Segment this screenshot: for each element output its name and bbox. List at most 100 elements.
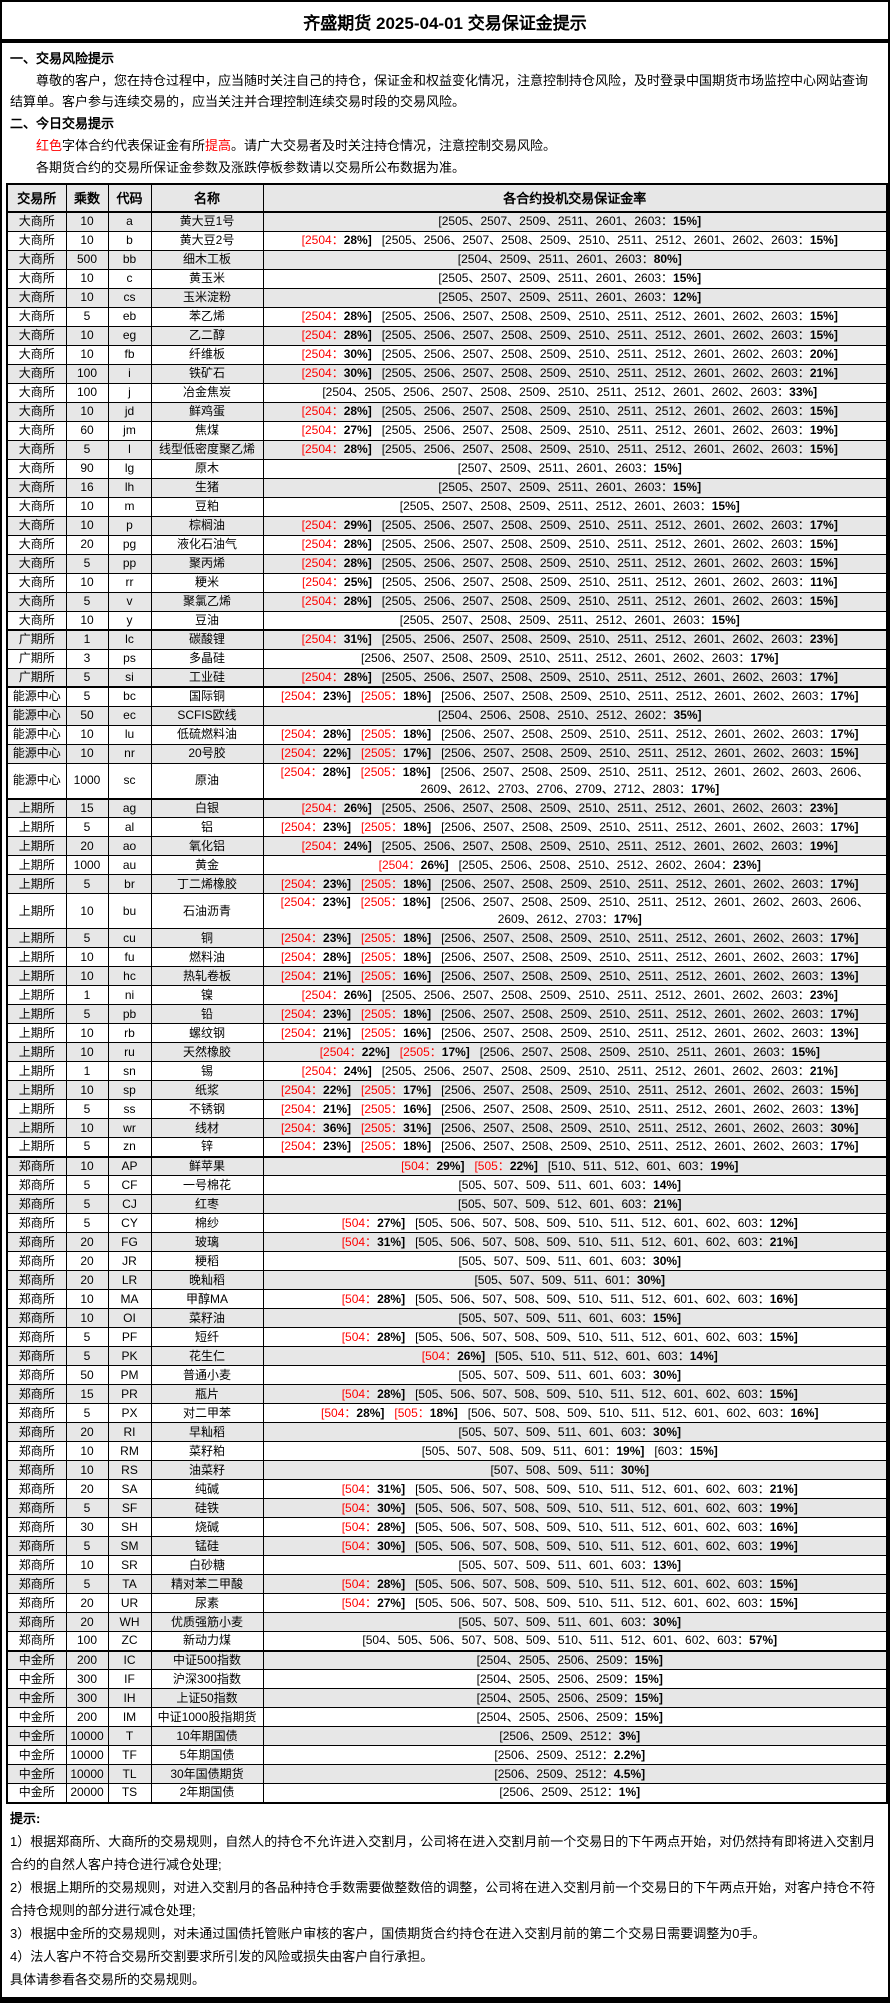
code-cell: IF [107,1669,152,1689]
table-row: 中金所 10000 TF 5年期国债 [2506、2509、2512：2.2%] [6,1745,888,1765]
margin-rates-cell: [2506、2509、2512：2.2%] [262,1745,888,1765]
margin-rates-cell: [2504、2505、2506、2509：15%] [262,1649,888,1670]
multiplier-cell: 50 [65,705,109,726]
exchange-cell: 大商所 [6,287,67,308]
table-row: 郑商所 50 PM 普通小麦 [505、507、509、511、601、603：30%] [6,1365,888,1385]
margin-rates-cell: [2504：28%] [2505：18%] [2506、2507、2508、2509… [262,947,888,967]
exchange-cell: 能源中心 [6,743,67,764]
exchange-cell: 上期所 [6,1099,67,1119]
table-row: 大商所 10 jd 鲜鸡蛋 [2504：28%] [2505、2506、2507、2508… [6,401,888,422]
name-cell: 螺纹钢 [150,1023,264,1043]
exchange-cell: 中金所 [6,1688,67,1708]
table-row: 能源中心 1000 sc 原油 [2504：28%] [2505：18%] [2506、25… [6,762,888,799]
code-cell: wr [107,1118,152,1138]
margin-segment: [505、507、508、509、511、601：19%] [421,1443,645,1458]
name-cell: SCFIS欧线 [150,705,264,726]
table-row: 中金所 300 IH 上证50指数 [2504、2505、2506、2509：15%] [6,1688,888,1708]
table-row: 郑商所 30 SH 烧碱 [504：28%] [505、506、507、508、509、5… [6,1517,888,1537]
exchange-cell: 中金所 [6,1745,67,1765]
name-cell: 菜籽粕 [150,1441,264,1461]
table-row: 郑商所 10 OI 菜籽油 [505、507、509、511、601、603：15%] [6,1308,888,1328]
name-cell: 硅铁 [150,1498,264,1518]
code-cell: m [107,496,152,517]
table-row: 郑商所 5 PX 对二甲苯 [504：28%] [505：18%] [506、507、508… [6,1403,888,1423]
raised-margin-segment: [2505：16%] [361,1101,432,1116]
exchange-cell: 中金所 [6,1726,67,1746]
col-header-multiplier: 乘数 [65,183,109,213]
table-row: 大商所 10 c 黄玉米 [2505、2507、2509、2511、2601、2603：… [6,268,888,289]
table-row: 中金所 300 IF 沪深300指数 [2504、2505、2506、2509：15%] [6,1669,888,1689]
code-cell: RS [107,1460,152,1480]
margin-rates-cell: [2504：28%] [2505、2506、2507、2508、2509、2510… [262,667,888,688]
name-cell: 黄玉米 [150,268,264,289]
margin-segment: [2506、2507、2508、2509、2510、2511、2512、2601… [441,1025,859,1040]
code-cell: eb [107,306,152,327]
raised-margin-segment: [2504：28%] [301,328,372,342]
code-cell: lg [107,458,152,479]
multiplier-cell: 10 [65,1042,109,1062]
raised-margin-segment: [2505：31%] [361,1120,432,1135]
margin-segment: [2506、2509、2512：1%] [499,1785,641,1800]
note-line: 3）根据中金所的交易规则，对未通过国债托管账户审核的客户，国债期货合约持仓在进入… [10,1925,766,1941]
margin-rates-cell: [2504：28%] [2505、2506、2507、2508、2509、2510… [262,553,888,574]
exchange-cell: 郑商所 [6,1194,67,1214]
exchange-cell: 郑商所 [6,1232,67,1252]
note-line: 2）根据上期所的交易规则，对进入交割月的各品种持仓手数需要做整数倍的调整，公司将… [10,1879,876,1918]
code-cell: ao [107,836,152,856]
raised-margin-segment: [504：31%] [341,1481,406,1496]
raised-margin-segment: [2504：28%] [280,949,352,964]
margin-segment: [2505、2506、2507、2508、2509、2510、2511、2512… [381,987,838,1002]
margin-segment: [2506、2507、2508、2509、2510、2511、2512、2601… [361,651,779,665]
code-cell: SF [107,1498,152,1518]
name-cell: 焦煤 [150,420,264,441]
raised-margin-segment: [2504：36%] [280,1120,352,1135]
code-cell: fu [107,947,152,967]
name-cell: 氧化铝 [150,836,264,856]
margin-rates-cell: [505、507、509、511、601、603：13%] [262,1555,888,1575]
margin-segment: [2506、2509、2512：3%] [499,1728,641,1743]
exchange-cell: 郑商所 [6,1555,67,1575]
risk-section-body: 尊敬的客户，您在持仓过程中，应当随时关注自己的持仓，保证金和权益变化情况，注意控… [10,73,869,109]
multiplier-cell: 10 [65,325,109,346]
col-header-name: 名称 [150,183,264,213]
multiplier-cell: 5 [65,667,109,688]
margin-rates-cell: [2505、2507、2508、2509、2511、2512、2601、2603… [262,610,888,631]
margin-rates-cell: [2504：23%] [2505：18%] [2506、2507、2508、2509… [262,817,888,837]
code-cell: eg [107,325,152,346]
name-cell: 鲜苹果 [150,1155,264,1176]
name-cell: 纸浆 [150,1080,264,1100]
multiplier-cell: 5 [65,1004,109,1024]
raised-margin-segment: [2504：26%] [378,857,449,872]
name-cell: 对二甲苯 [150,1403,264,1423]
multiplier-cell: 10 [65,966,109,986]
margin-rates-cell: [2505、2507、2509、2511、2601、2603：15%] [262,477,888,498]
multiplier-cell: 100 [65,382,109,403]
margin-rates-cell: [2504：23%] [2505：18%] [2506、2507、2508、2509… [262,1137,888,1157]
exchange-cell: 郑商所 [6,1574,67,1594]
table-row: 上期所 10 sp 纸浆 [2504：22%] [2505：17%] [2506、2507、… [6,1080,888,1100]
raise-keyword: 提高 [205,138,232,153]
code-cell: hc [107,966,152,986]
exchange-cell: 大商所 [6,306,67,327]
raised-margin-segment: [2505：17%] [399,1044,470,1059]
code-cell: JR [107,1251,152,1271]
name-cell: 石油沥青 [150,893,264,929]
code-cell: TL [107,1764,152,1784]
exchange-cell: 大商所 [6,591,67,612]
exchange-cell: 大商所 [6,249,67,270]
margin-segment: [2505、2506、2507、2508、2509、2510、2511、2512… [381,233,838,247]
exchange-cell: 郑商所 [6,1441,67,1461]
code-cell: p [107,515,152,536]
name-cell: 低硫燃料油 [150,724,264,745]
margin-rates-cell: [2504：23%] [2505：18%] [2506、2507、2508、2509… [262,874,888,894]
table-row: 大商所 10 rr 粳米 [2504：25%] [2505、2506、2507、2508、… [6,572,888,593]
raised-margin-segment: [2505：18%] [361,930,432,945]
margin-segment: [505、507、509、512、601、603：21%] [458,1196,682,1211]
margin-rates-cell: [504：31%] [505、506、507、508、509、510、511、51… [262,1232,888,1252]
name-cell: 天然橡胶 [150,1042,264,1062]
table-row: 中金所 200 IM 中证1000股指期货 [2504、2505、2506、2509：1… [6,1707,888,1727]
margin-rates-cell: [2504：23%] [2505：18%] [2506、2507、2508、2509… [262,928,888,948]
raised-margin-segment: [2504：22%] [319,1044,390,1059]
margin-rates-cell: [2504：26%] [2505、2506、2508、2510、2512、2602… [262,855,888,875]
